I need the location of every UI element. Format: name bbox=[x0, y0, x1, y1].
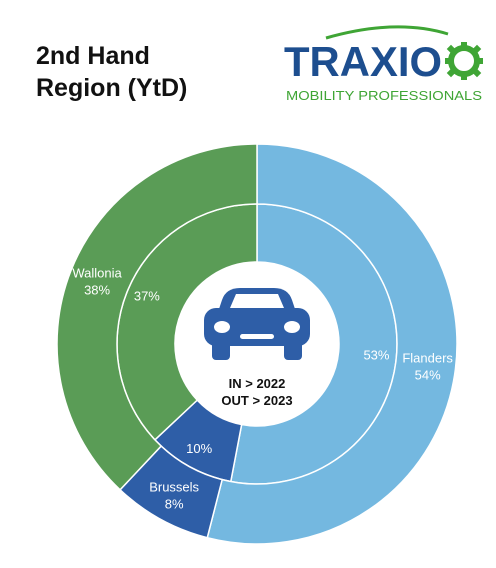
inner-ring-labels: 53% 10% 37% bbox=[134, 288, 390, 456]
outer-slice-flanders bbox=[206, 143, 458, 545]
gear-icon bbox=[445, 42, 483, 80]
logo-tagline: MOBILITY PROFESSIONALS bbox=[286, 88, 482, 103]
outer-label-pct-brussels: 8% bbox=[165, 497, 184, 512]
car-icon bbox=[204, 288, 310, 360]
outer-label-pct-wallonia: 38% bbox=[84, 283, 110, 298]
outer-ring-labels: Flanders 54% Brussels 8% Wallonia 38% bbox=[72, 266, 453, 512]
outer-ring-2023 bbox=[56, 143, 458, 545]
center-label-in: IN > 2022 bbox=[229, 376, 286, 391]
outer-label-flanders: Flanders 54% bbox=[402, 351, 453, 383]
outer-slice-wallonia bbox=[56, 143, 258, 491]
outer-label-name-wallonia: Wallonia bbox=[72, 266, 122, 281]
outer-label-wallonia: Wallonia 38% bbox=[72, 266, 122, 298]
outer-label-pct-flanders: 54% bbox=[415, 368, 441, 383]
center-label-out: OUT > 2023 bbox=[221, 393, 292, 408]
inner-label-brussels: 10% bbox=[186, 441, 212, 456]
inner-label-wallonia: 37% bbox=[134, 288, 160, 303]
title-line-2: Region (YtD) bbox=[36, 74, 188, 102]
outer-label-name-brussels: Brussels bbox=[149, 480, 199, 495]
chart-title: 2nd Hand Region (YtD) bbox=[36, 40, 187, 104]
title-line-1: 2nd Hand bbox=[36, 42, 150, 70]
traxio-logo: TRAXIO MOBILITY PROFESSIONALS bbox=[284, 25, 483, 103]
logo-wordmark: TRAXIO bbox=[284, 38, 442, 85]
logo-swoosh bbox=[325, 25, 449, 40]
inner-label-flanders: 53% bbox=[363, 347, 389, 362]
outer-label-brussels: Brussels 8% bbox=[149, 480, 199, 512]
outer-label-name-flanders: Flanders bbox=[402, 351, 453, 366]
